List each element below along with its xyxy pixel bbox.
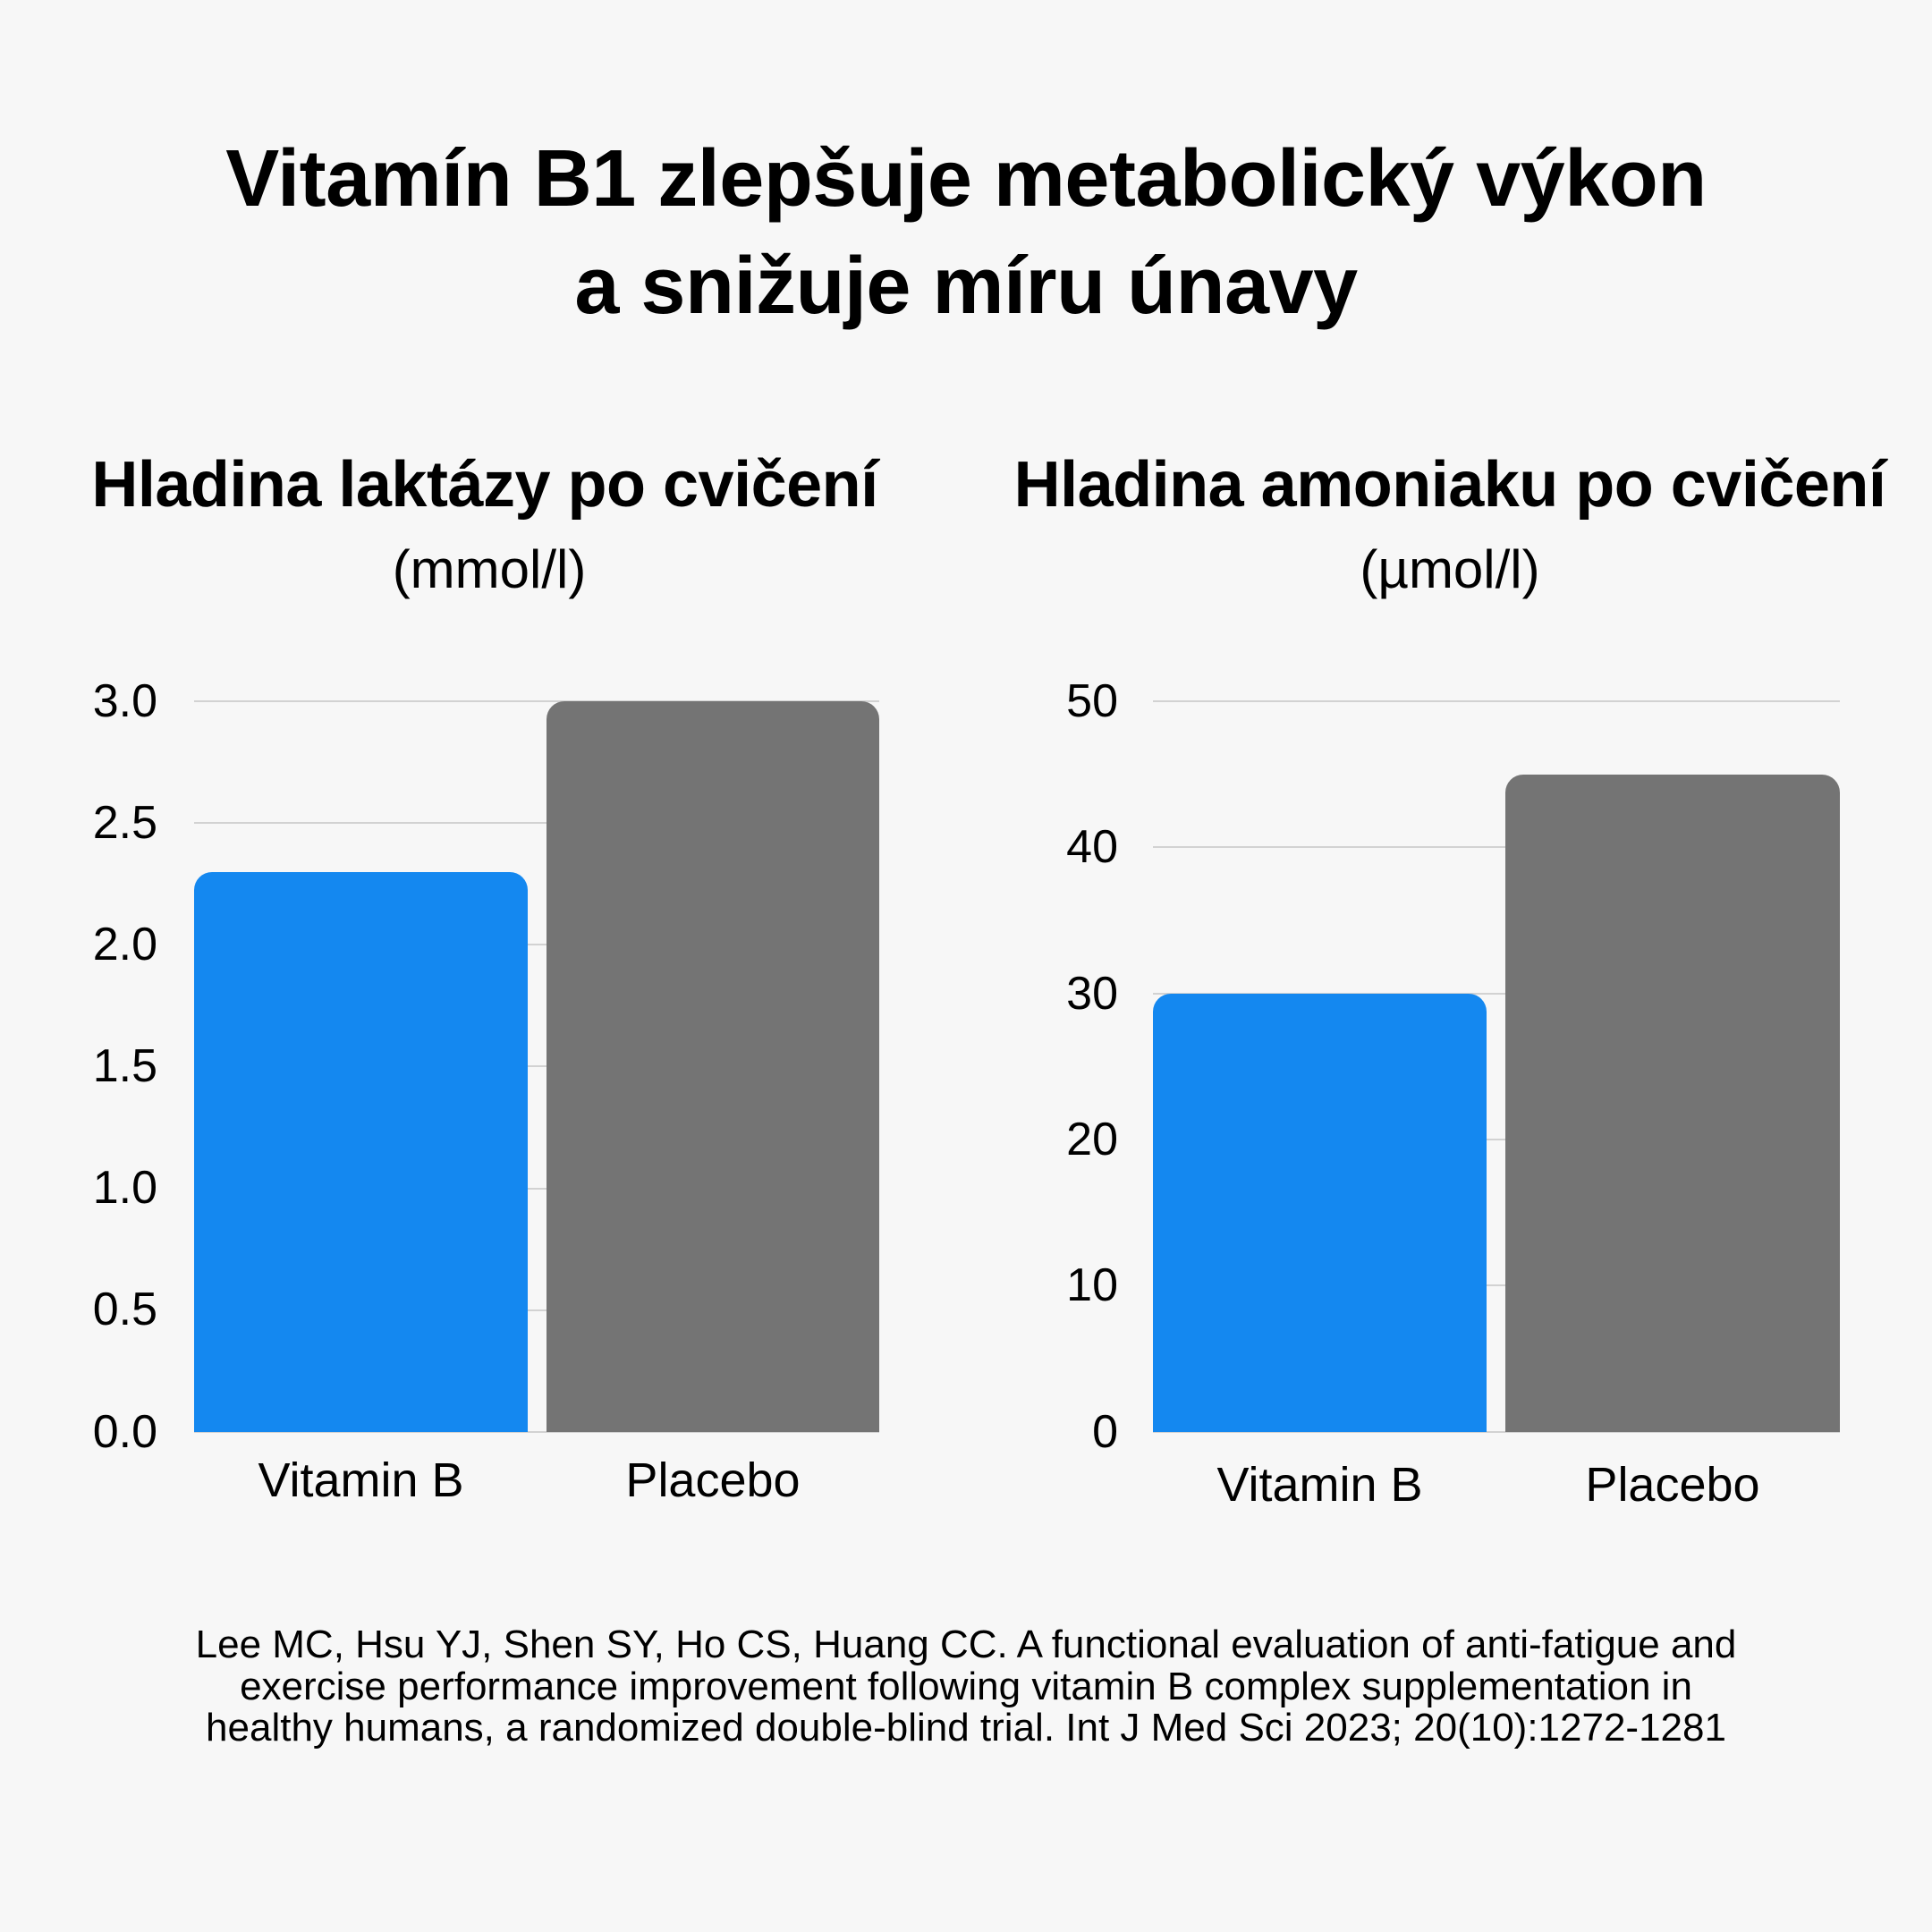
gridline <box>1153 700 1840 702</box>
x-label-placebo: Placebo <box>1585 1458 1760 1512</box>
gridline <box>1153 1139 1840 1140</box>
citation-line-3: healthy humans, a randomized double-blin… <box>206 1706 1726 1750</box>
y-tick-label: 0.5 <box>92 1284 157 1335</box>
y-tick-label: 50 <box>1066 675 1118 727</box>
y-tick-label: 10 <box>1066 1259 1118 1311</box>
gridline <box>194 700 879 702</box>
x-label-vitamin-b: Vitamin B <box>258 1453 464 1507</box>
gridline <box>1153 993 1840 995</box>
y-tick-label: 30 <box>1066 968 1118 1020</box>
y-tick-label: 2.0 <box>92 919 157 970</box>
y-tick-label: 1.0 <box>92 1162 157 1214</box>
baseline <box>194 1431 879 1433</box>
citation: Lee MC, Hsu YJ, Shen SY, Ho CS, Huang CC… <box>0 1623 1932 1750</box>
y-tick-label: 1.5 <box>92 1040 157 1092</box>
x-label-placebo: Placebo <box>625 1453 801 1507</box>
bar-vitamin-b <box>194 872 528 1432</box>
bar-placebo <box>1505 775 1840 1432</box>
gridline <box>1153 1284 1840 1286</box>
page-title: Vitamín B1 zlepšuje metabolický výkon a … <box>0 125 1932 340</box>
page-title-line-2: a snižuje míru únavy <box>574 242 1358 331</box>
y-tick-label: 3.0 <box>92 675 157 727</box>
y-tick-label: 0.0 <box>92 1406 157 1458</box>
citation-line-1: Lee MC, Hsu YJ, Shen SY, Ho CS, Huang CC… <box>195 1623 1737 1666</box>
chart-units-ammonia: (µmol/l) <box>1360 539 1540 599</box>
gridline <box>194 1188 879 1190</box>
citation-line-2: exercise performance improvement followi… <box>240 1664 1692 1708</box>
gridline <box>194 1309 879 1311</box>
y-tick-label: 2.5 <box>92 797 157 849</box>
chart-title-ammonia: Hladina amoniaku po cvičení <box>1013 449 1886 521</box>
gridline <box>194 822 879 824</box>
gridline <box>1153 846 1840 848</box>
chart-title-lactate: Hladina laktázy po cvičení <box>91 449 878 521</box>
page-title-line-1: Vitamín B1 zlepšuje metabolický výkon <box>225 134 1707 224</box>
y-tick-label: 40 <box>1066 821 1118 873</box>
gridline <box>194 944 879 945</box>
x-label-vitamin-b: Vitamin B <box>1216 1458 1423 1512</box>
plot-area-ammonia <box>1153 700 1840 1433</box>
gridline <box>194 1065 879 1067</box>
bar-placebo <box>547 701 879 1432</box>
plot-area-lactate <box>194 700 879 1433</box>
chart-units-lactate: (mmol/l) <box>392 539 587 599</box>
y-tick-label: 0 <box>1092 1406 1118 1458</box>
bar-vitamin-b <box>1153 994 1487 1432</box>
y-tick-label: 20 <box>1066 1114 1118 1165</box>
baseline <box>1153 1431 1840 1433</box>
